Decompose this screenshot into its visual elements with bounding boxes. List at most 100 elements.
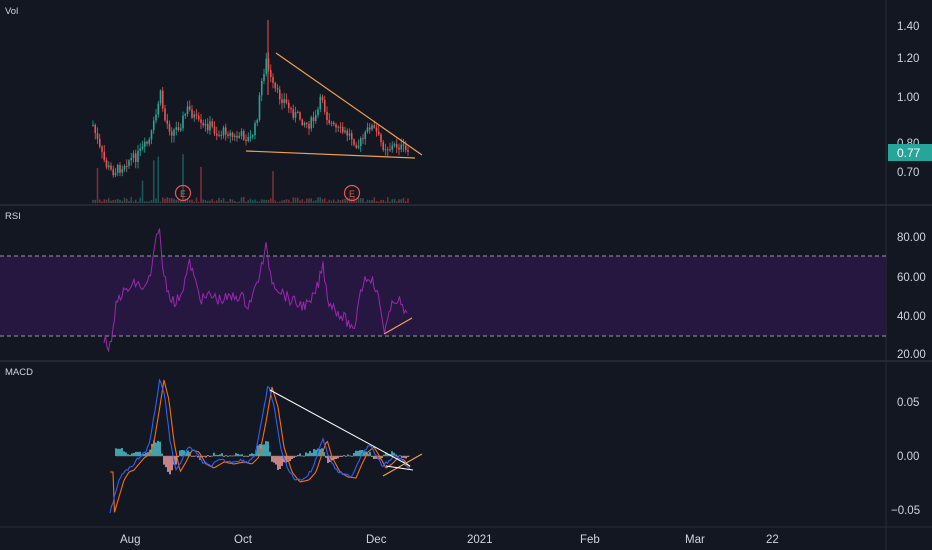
volume-bar: [188, 199, 191, 203]
time-label: Dec: [366, 534, 387, 546]
volume-bar: [258, 201, 261, 203]
volume-bar: [395, 201, 398, 203]
macd-histogram-bar: [267, 441, 269, 456]
volume-bar: [204, 200, 207, 203]
volume-bar: [301, 199, 304, 203]
macd-histogram-bar: [261, 444, 263, 456]
price-tick: 0.70: [897, 167, 919, 179]
rsi-line: [103, 228, 408, 353]
volume-bar: [202, 199, 205, 203]
candle-body: [121, 169, 124, 173]
volume-bar: [238, 201, 241, 203]
earnings-label: E: [180, 189, 186, 199]
candle-body: [391, 145, 394, 150]
volume-bar: [326, 201, 328, 203]
macd-histogram-bar: [159, 441, 161, 456]
macd-lower-trendline[interactable]: [382, 453, 423, 477]
macd-histogram-bar: [249, 454, 251, 456]
candle-body: [157, 103, 160, 115]
macd-axis[interactable]: 0.05 0.00 −0.05: [891, 397, 920, 517]
macd-histogram-bar: [235, 453, 237, 456]
macd-tick: 0.00: [897, 451, 919, 463]
volume-bar: [263, 199, 265, 203]
macd-histogram-bar: [381, 456, 383, 458]
macd-histogram-bar: [359, 450, 361, 456]
macd-histogram-bar: [369, 452, 371, 456]
macd-histogram-bar: [277, 456, 279, 470]
candle-body: [303, 123, 306, 125]
candle-body: [137, 150, 139, 163]
macd-histogram-bar: [367, 453, 369, 456]
macd-histogram-bar: [121, 447, 123, 456]
candle-body: [247, 137, 250, 141]
macd-upper-trendline[interactable]: [269, 389, 411, 467]
candlestick-series[interactable]: [92, 20, 409, 178]
price-upper-trendline[interactable]: [275, 52, 423, 156]
rsi-tick: 60.00: [897, 272, 926, 284]
candle-body: [143, 141, 146, 147]
volume-bar: [166, 197, 169, 203]
earnings-circle-icon: [343, 184, 361, 202]
macd-histogram-bar: [147, 452, 149, 456]
candle-body: [98, 138, 101, 147]
rsi-axis[interactable]: 80.00 60.00 40.00 20.00: [897, 232, 926, 361]
time-label: Aug: [120, 534, 140, 546]
candle-body: [103, 151, 106, 161]
earnings-marker[interactable]: E: [174, 184, 192, 202]
volume-bar: [184, 198, 187, 203]
volume-bar: [283, 199, 286, 203]
volume-bar: [260, 199, 263, 203]
candle-body: [335, 124, 337, 128]
price-tick: 1.00: [897, 92, 919, 104]
macd-histogram-bar: [323, 452, 325, 456]
volume-bar: [96, 168, 99, 203]
candle-body: [125, 165, 128, 167]
rsi-trendline[interactable]: [383, 317, 413, 335]
volume-bar: [141, 180, 144, 203]
macd-histogram-bar: [117, 448, 119, 456]
macd-histogram-bar: [221, 453, 223, 456]
rsi-band: [0, 256, 886, 336]
time-axis[interactable]: Aug Oct Dec 2021 Feb Mar 22: [120, 534, 779, 546]
candle-body: [310, 117, 313, 129]
macd-histogram-bar: [135, 451, 137, 456]
macd-histogram-bar: [275, 456, 277, 465]
candle-body: [238, 135, 241, 138]
volume-bar: [404, 201, 407, 203]
volume-bar: [193, 201, 196, 203]
candle-body: [269, 70, 272, 78]
macd-histogram-bar: [285, 456, 287, 463]
macd-histogram-bar: [203, 456, 205, 457]
volume-bar: [346, 197, 349, 203]
macd-histogram-bar: [179, 450, 181, 456]
macd-histogram-bar: [297, 454, 299, 456]
macd-histogram-bar: [395, 454, 397, 456]
macd-histogram-bar: [225, 455, 227, 456]
vol-panel-title: Vol: [5, 6, 18, 17]
macd-triangle-line[interactable]: [385, 465, 414, 471]
candle-body: [326, 111, 328, 120]
candle-body: [211, 121, 214, 127]
rsi-series[interactable]: [103, 228, 408, 353]
macd-histogram-bar: [299, 453, 301, 456]
volume-bar: [355, 200, 358, 203]
volume-bar: [323, 198, 326, 203]
candle-body: [245, 139, 247, 141]
macd-histogram-bar: [171, 456, 173, 471]
volume-bar: [272, 171, 274, 203]
candle-body: [222, 127, 225, 136]
price-lower-trendline[interactable]: [245, 150, 416, 159]
macd-histogram-bar: [145, 452, 147, 456]
macd-histogram-bar: [177, 456, 179, 458]
earnings-marker[interactable]: E: [343, 184, 361, 202]
macd-histogram-bar: [151, 443, 153, 456]
candle-body: [96, 133, 99, 139]
volume-bar: [220, 200, 223, 203]
macd-histogram-bar: [343, 455, 345, 456]
macd-histogram-bar: [237, 453, 239, 456]
macd-lines[interactable]: [109, 378, 411, 514]
macd-histogram-bar: [253, 454, 255, 456]
candle-body: [312, 117, 315, 122]
price-axis[interactable]: 1.40 1.20 1.00 0.80 0.70 0.77: [888, 21, 932, 179]
